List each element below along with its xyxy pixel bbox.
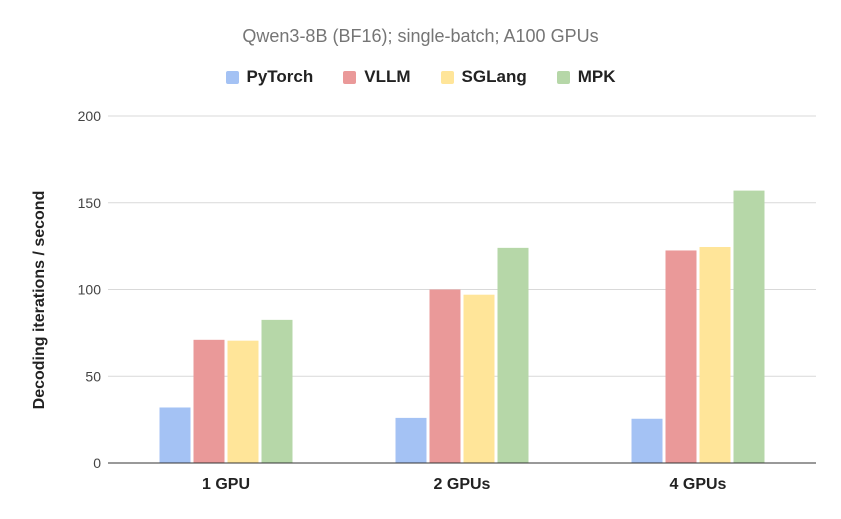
bar-mpk-4-gpus — [733, 190, 765, 464]
bar-pytorch-1-gpu — [159, 407, 191, 463]
bar-mpk-1-gpu — [261, 319, 293, 463]
y-axis-label: Decoding iterations / second — [31, 191, 48, 410]
legend-swatch-vllm — [343, 70, 357, 84]
legend-swatch-mpk — [556, 70, 570, 84]
legend-label-pytorch: PyTorch — [246, 67, 314, 86]
bar-vllm-4-gpus — [665, 250, 697, 463]
bars — [159, 190, 765, 464]
legend-item-mpk: MPK — [556, 67, 616, 87]
chart-title: Qwen3-8B (BF16); single-batch; A100 GPUs — [242, 26, 599, 46]
legend-item-vllm: VLLM — [343, 67, 411, 87]
y-tick-label: 200 — [78, 108, 102, 124]
bar-sglang-4-gpus — [699, 246, 731, 463]
x-tick-label: 1 GPU — [202, 476, 250, 493]
legend-item-sglang: SGLang — [440, 67, 527, 87]
bar-vllm-2-gpus — [429, 289, 461, 463]
bar-vllm-1-gpu — [193, 339, 225, 463]
y-tick-label: 50 — [85, 368, 101, 384]
legend-label-vllm: VLLM — [364, 67, 411, 86]
legend-swatch-sglang — [440, 70, 454, 84]
axes: 0 50 100 150 200 1 GPU 2 GPUs 4 GPUs — [78, 108, 816, 493]
x-tick-label: 2 GPUs — [434, 476, 491, 493]
bar-pytorch-4-gpus — [631, 418, 663, 463]
gridlines — [108, 115, 816, 377]
legend-label-sglang: SGLang — [461, 67, 527, 86]
y-tick-label: 100 — [78, 282, 102, 298]
bar-mpk-2-gpus — [497, 247, 529, 463]
bar-sglang-1-gpu — [227, 340, 259, 463]
bar-sglang-2-gpus — [463, 294, 495, 463]
y-tick-label: 150 — [78, 195, 102, 211]
x-tick-label: 4 GPUs — [670, 476, 727, 493]
legend: PyTorch VLLM SGLang MPK — [0, 67, 841, 87]
legend-label-mpk: MPK — [577, 67, 616, 86]
bar-pytorch-2-gpus — [395, 417, 427, 463]
legend-swatch-pytorch — [225, 70, 239, 84]
y-tick-label: 0 — [93, 455, 101, 471]
legend-item-pytorch: PyTorch — [225, 67, 314, 87]
